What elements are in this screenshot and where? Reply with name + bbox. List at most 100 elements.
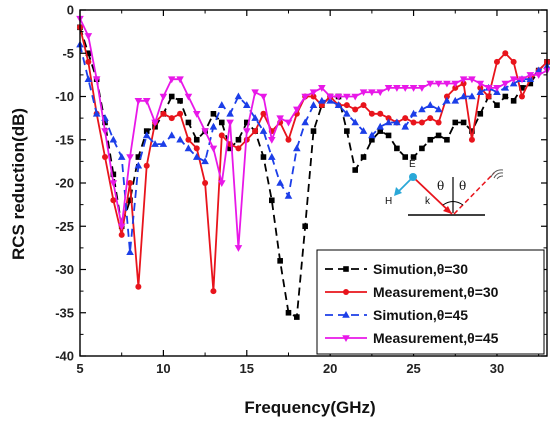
x-tick-label: 25 (406, 361, 420, 376)
data-point (126, 154, 134, 162)
legend-swatch-marker (343, 266, 349, 272)
data-point (110, 171, 117, 178)
data-point (444, 136, 450, 143)
data-point (377, 128, 384, 134)
data-point (402, 154, 409, 160)
data-point (302, 223, 308, 230)
data-point (301, 93, 309, 101)
incidence-diagram: E H k θ θ (385, 159, 504, 216)
theta-left-label: θ (437, 179, 444, 193)
data-point (167, 76, 176, 84)
data-point (201, 157, 209, 165)
data-point (177, 110, 184, 117)
y-tick-label: -25 (55, 219, 74, 234)
incident-ray (412, 176, 453, 215)
data-point (235, 136, 242, 143)
data-point (435, 119, 442, 126)
data-point (160, 110, 167, 117)
incidence-angle-arc (442, 201, 464, 206)
data-point (509, 76, 518, 84)
data-point (210, 111, 217, 117)
x-tick-label: 5 (76, 361, 83, 376)
data-point (159, 140, 168, 147)
data-point (235, 145, 242, 152)
data-point (527, 80, 534, 87)
data-point (126, 248, 134, 255)
data-point (110, 197, 117, 204)
data-point (377, 110, 384, 117)
data-point (109, 180, 118, 187)
data-point (210, 288, 217, 295)
data-point (310, 128, 317, 134)
legend-item: Simution,θ=30 (325, 261, 468, 277)
data-point (418, 119, 425, 126)
e-field-label: E (409, 159, 416, 170)
data-point (409, 109, 418, 117)
incident-arrowhead (443, 206, 452, 214)
data-point (443, 93, 450, 100)
data-point (85, 58, 92, 65)
data-point (493, 58, 500, 65)
data-point (318, 102, 325, 109)
y-tick-label: -40 (55, 349, 74, 364)
data-point (284, 191, 293, 199)
data-point (434, 105, 443, 113)
data-point (334, 93, 343, 101)
data-point (534, 66, 543, 74)
data-point (251, 89, 259, 97)
data-point (293, 106, 301, 114)
data-point (343, 93, 351, 101)
data-point (218, 132, 225, 139)
data-point (393, 118, 401, 126)
data-point (502, 93, 509, 100)
data-point (427, 136, 434, 143)
legend-items: Simution,θ=30 Measurement,θ=30 Simution,θ=… (325, 261, 499, 346)
data-point (409, 85, 418, 92)
data-point (352, 106, 359, 113)
x-tick-label: 15 (240, 361, 254, 376)
y-axis-title: RCS reduction(dB) (9, 108, 28, 260)
data-point (468, 76, 476, 84)
data-point (268, 153, 276, 160)
data-point (217, 101, 226, 108)
data-point (294, 314, 300, 320)
data-point (259, 93, 268, 101)
data-point (192, 111, 201, 118)
data-point (318, 85, 326, 92)
data-point (234, 245, 243, 252)
data-point (502, 50, 509, 57)
data-point (476, 88, 485, 95)
data-point (369, 136, 375, 143)
data-point (318, 96, 326, 104)
data-point (192, 153, 201, 160)
legend-label: Simution,θ=30 (373, 261, 468, 277)
data-point (435, 132, 442, 139)
data-point (117, 223, 126, 231)
data-point (284, 119, 293, 127)
data-point (201, 128, 209, 136)
data-point (401, 122, 410, 130)
data-point (293, 144, 301, 152)
data-point (401, 85, 410, 92)
legend-label: Measurement,θ=30 (373, 284, 499, 300)
y-tick-label: -15 (55, 132, 74, 147)
data-point (260, 154, 267, 160)
data-point (135, 154, 142, 160)
y-tick-label: 0 (67, 3, 74, 18)
data-point (484, 85, 493, 92)
data-point (185, 119, 192, 126)
data-point (352, 167, 358, 173)
data-point (102, 154, 109, 161)
data-point (142, 131, 151, 139)
data-point (118, 231, 125, 238)
data-point (202, 180, 209, 186)
data-point (518, 93, 525, 100)
legend-swatch-marker (342, 335, 350, 342)
data-point (359, 89, 368, 97)
data-point (451, 80, 460, 88)
data-point (193, 145, 200, 152)
data-point (477, 111, 484, 117)
legend-item: Simution,θ=45 (325, 307, 468, 323)
x-tick-label: 30 (490, 361, 504, 376)
